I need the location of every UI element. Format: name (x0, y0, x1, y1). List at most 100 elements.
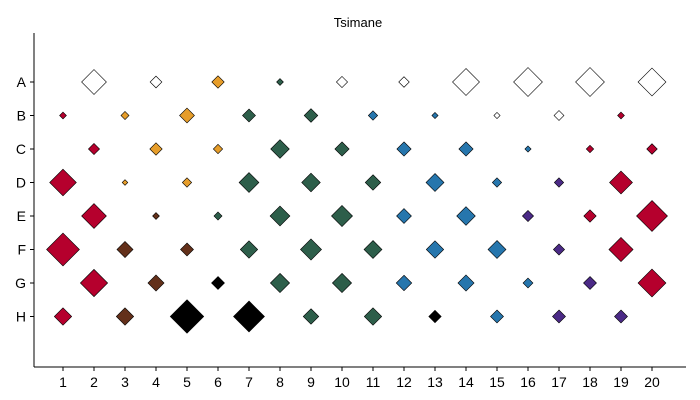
diamond-D-13 (425, 173, 445, 192)
diamond-E-4 (152, 212, 160, 220)
plot-cells (46, 67, 668, 334)
diamond-E-20 (636, 200, 668, 232)
x-tick-label: 3 (121, 374, 129, 390)
diamond-C-18 (585, 144, 595, 154)
diamond-H-9 (302, 308, 320, 325)
chart-title: Tsimane (334, 15, 382, 30)
diamond-F-19 (608, 236, 634, 263)
diamond-D-1 (49, 168, 77, 197)
x-tick-label: 16 (520, 374, 536, 390)
diamond-A-6 (211, 75, 225, 89)
diamond-G-12 (395, 274, 413, 292)
diamond-D-3 (121, 179, 129, 186)
diamond-C-20 (646, 143, 658, 155)
diamond-C-8 (270, 139, 290, 159)
diamond-F-9 (300, 238, 322, 261)
diamond-D-11 (364, 174, 382, 191)
diamond-A-2 (81, 69, 107, 95)
diamond-E-18 (583, 209, 597, 223)
x-tick-label: 5 (183, 374, 191, 390)
y-tick-label: B (17, 108, 26, 124)
diamond-E-12 (396, 208, 412, 224)
x-tick-label: 9 (307, 374, 315, 390)
diamond-H-17 (552, 309, 566, 324)
diamond-G-16 (522, 277, 534, 289)
diamond-G-6 (211, 276, 225, 290)
y-tick-label: F (17, 242, 26, 258)
diamond-H-15 (490, 309, 504, 324)
x-tick-label: 8 (276, 374, 284, 390)
diamond-D-19 (609, 170, 633, 195)
diamond-B-15 (493, 111, 501, 120)
diamond-B-17 (553, 110, 565, 121)
diamond-F-1 (46, 232, 80, 267)
diamond-B-7 (242, 108, 256, 123)
diamond-E-14 (456, 206, 476, 226)
diamond-G-4 (147, 274, 165, 292)
x-tick-label: 10 (334, 374, 350, 390)
x-tick-label: 11 (366, 374, 381, 390)
diamond-E-2 (81, 203, 107, 229)
diamond-C-10 (334, 141, 350, 157)
diamond-H-3 (115, 307, 135, 326)
diamond-A-16 (513, 67, 543, 97)
diamond-D-17 (553, 177, 565, 188)
diamond-F-17 (552, 243, 566, 256)
y-tick-label: A (17, 74, 27, 90)
diamond-E-6 (213, 211, 223, 221)
diamond-B-13 (431, 111, 439, 120)
diamond-B-11 (367, 110, 379, 121)
diamond-H-13 (428, 309, 442, 324)
diamond-B-5 (179, 107, 195, 124)
x-tick-label: 20 (644, 374, 660, 390)
y-tick-label: D (16, 175, 26, 191)
diamond-E-8 (269, 205, 291, 227)
x-tick-label: 13 (427, 374, 443, 390)
diamond-A-4 (149, 75, 163, 89)
diamond-D-9 (301, 172, 321, 193)
x-tick-label: 6 (214, 374, 222, 390)
diamond-C-4 (149, 142, 163, 156)
x-tick-label: 2 (90, 374, 98, 390)
diamond-G-14 (457, 274, 475, 292)
diamond-C-14 (458, 141, 474, 157)
x-tick-label: 12 (396, 374, 412, 390)
diamond-F-7 (239, 240, 259, 259)
y-axis-ticks: A B C D E F G H (15, 74, 34, 325)
x-tick-label: 1 (59, 374, 67, 390)
diamond-C-16 (524, 145, 532, 153)
diamond-H-11 (363, 307, 383, 326)
x-tick-label: 7 (245, 374, 253, 390)
x-tick-label: 19 (613, 374, 629, 390)
diamond-A-14 (452, 68, 480, 96)
diamond-E-16 (521, 209, 535, 223)
diamond-E-10 (331, 205, 353, 227)
diamond-A-8 (276, 78, 284, 86)
diamond-C-2 (87, 142, 101, 156)
diamond-C-12 (396, 141, 412, 157)
diamond-F-11 (363, 240, 383, 259)
x-tick-label: 14 (458, 374, 474, 390)
diamond-A-12 (398, 76, 410, 88)
diamond-D-15 (491, 177, 503, 188)
diamond-G-20 (637, 268, 667, 298)
diamond-D-5 (181, 177, 193, 188)
diamond-G-2 (79, 268, 109, 298)
diamond-A-10 (335, 75, 349, 89)
x-tick-label: 4 (152, 374, 160, 390)
diamond-G-8 (269, 272, 291, 294)
axes (33, 33, 686, 368)
diamond-B-1 (59, 111, 67, 120)
diamond-A-18 (575, 67, 605, 97)
y-tick-label: E (17, 208, 26, 224)
x-axis-ticks: 1 2 3 4 5 6 7 8 9 10 11 12 13 14 15 16 17 18 19 20 (59, 367, 660, 390)
x-tick-label: 15 (489, 374, 505, 390)
y-tick-label: C (16, 141, 26, 157)
diamond-F-15 (487, 240, 507, 259)
diamond-H-5 (169, 299, 205, 334)
diamond-C-6 (212, 143, 224, 155)
diamond-H-1 (53, 307, 73, 326)
y-tick-label: H (16, 309, 26, 325)
x-tick-label: 17 (551, 374, 567, 390)
